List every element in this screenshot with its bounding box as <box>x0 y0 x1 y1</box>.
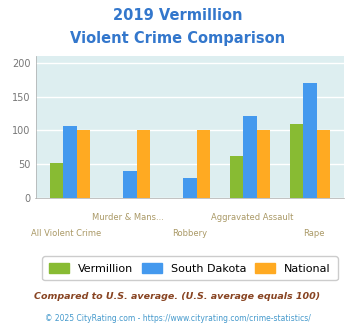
Bar <box>183 179 197 198</box>
Bar <box>63 126 77 198</box>
Bar <box>303 83 317 198</box>
Text: Rape: Rape <box>303 229 324 238</box>
Bar <box>197 130 210 198</box>
Bar <box>123 171 137 198</box>
Text: All Violent Crime: All Violent Crime <box>31 229 102 238</box>
Text: Aggravated Assault: Aggravated Assault <box>211 213 293 222</box>
Text: © 2025 CityRating.com - https://www.cityrating.com/crime-statistics/: © 2025 CityRating.com - https://www.city… <box>45 314 310 323</box>
Text: Murder & Mans...: Murder & Mans... <box>92 213 164 222</box>
Bar <box>77 130 90 198</box>
Bar <box>290 124 303 198</box>
Text: 2019 Vermillion: 2019 Vermillion <box>113 8 242 23</box>
Bar <box>317 130 330 198</box>
Text: Violent Crime Comparison: Violent Crime Comparison <box>70 31 285 46</box>
Bar <box>137 130 150 198</box>
Text: Robbery: Robbery <box>173 229 207 238</box>
Bar <box>50 163 63 198</box>
Legend: Vermillion, South Dakota, National: Vermillion, South Dakota, National <box>42 256 338 280</box>
Text: Compared to U.S. average. (U.S. average equals 100): Compared to U.S. average. (U.S. average … <box>34 292 321 301</box>
Bar <box>230 156 243 198</box>
Bar <box>243 115 257 198</box>
Bar <box>257 130 270 198</box>
